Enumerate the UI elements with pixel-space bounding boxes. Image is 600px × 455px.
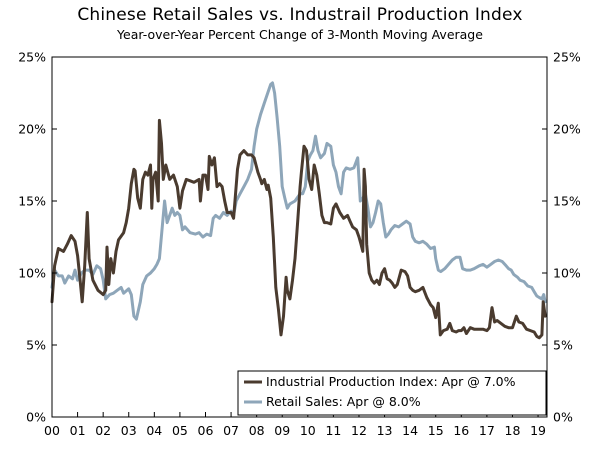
y-tick-label-left: 0% bbox=[26, 410, 46, 425]
x-tick-label: 16 bbox=[453, 423, 469, 438]
y-tick-label-right: 0% bbox=[553, 410, 573, 425]
x-tick-label: 06 bbox=[198, 423, 214, 438]
y-tick-label-left: 25% bbox=[18, 50, 46, 65]
x-tick-label: 04 bbox=[146, 423, 162, 438]
y-tick-label-right: 15% bbox=[553, 194, 581, 209]
legend: Industrial Production Index: Apr @ 7.0% … bbox=[237, 370, 547, 416]
tick-layer: 0% 0% 5% 5% 10% 10% 15% 15% 20% 20% 25% 25% 00 01 02 03… bbox=[18, 50, 581, 439]
chart-subtitle: Year-over-Year Percent Change of 3-Month… bbox=[117, 27, 483, 42]
plot-frame bbox=[51, 56, 548, 418]
y-tick-label-left: 10% bbox=[18, 266, 46, 281]
x-tick-label: 15 bbox=[428, 423, 444, 438]
legend-label-retail-sales: Retail Sales: Apr @ 8.0% bbox=[266, 394, 421, 409]
x-tick-label: 14 bbox=[402, 423, 418, 438]
legend-label-industrial-production: Industrial Production Index: Apr @ 7.0% bbox=[266, 374, 516, 389]
x-tick-label: 07 bbox=[223, 423, 239, 438]
y-tick-label-left: 20% bbox=[18, 122, 46, 137]
x-tick-label: 17 bbox=[479, 423, 495, 438]
x-tick-label: 12 bbox=[351, 423, 367, 438]
y-tick-label-left: 15% bbox=[18, 194, 46, 209]
x-tick-label: 11 bbox=[325, 423, 341, 438]
y-tick-label-right: 5% bbox=[553, 338, 573, 353]
x-tick-label: 08 bbox=[249, 423, 265, 438]
x-tick-label: 05 bbox=[172, 423, 188, 438]
series-layer bbox=[50, 81, 547, 340]
x-tick-label: 03 bbox=[121, 423, 137, 438]
chart-title: Chinese Retail Sales vs. Industrail Prod… bbox=[77, 5, 523, 25]
y-tick-label-right: 20% bbox=[553, 122, 581, 137]
series-line-industrial-production bbox=[50, 118, 547, 340]
x-tick-label: 01 bbox=[70, 423, 86, 438]
legend-box bbox=[237, 370, 547, 416]
y-tick-label-right: 25% bbox=[553, 50, 581, 65]
x-tick-label: 18 bbox=[505, 423, 521, 438]
y-tick-label-right: 10% bbox=[553, 266, 581, 281]
series-line-retail-sales bbox=[50, 81, 547, 321]
x-tick-label: 09 bbox=[274, 423, 290, 438]
x-tick-label: 10 bbox=[300, 423, 316, 438]
x-tick-label: 13 bbox=[377, 423, 393, 438]
x-tick-label: 00 bbox=[44, 423, 60, 438]
x-tick-label: 19 bbox=[530, 423, 546, 438]
y-tick-label-left: 5% bbox=[26, 338, 46, 353]
x-tick-label: 02 bbox=[95, 423, 111, 438]
